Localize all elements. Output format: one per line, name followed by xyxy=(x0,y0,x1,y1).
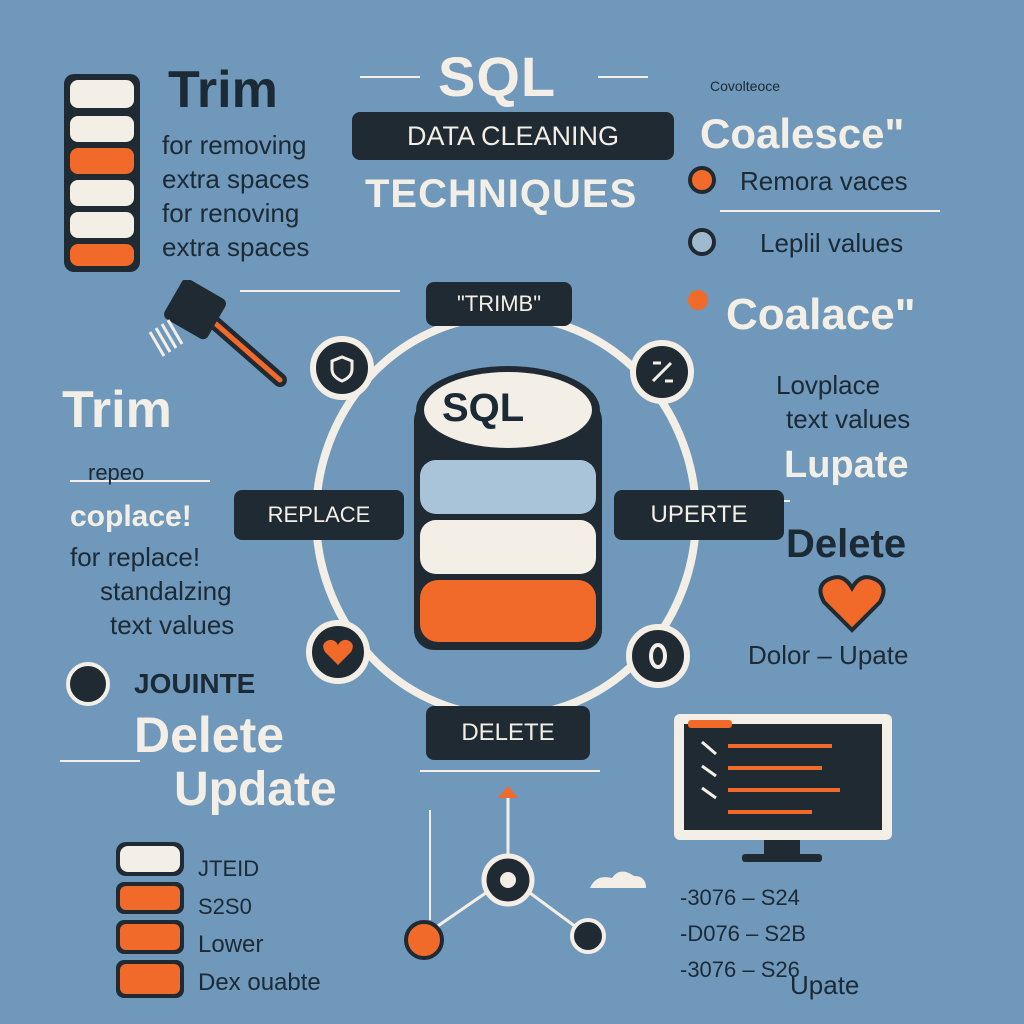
bottom-left-item: JTEID xyxy=(198,856,260,881)
bottom-left-item: Dex ouabte xyxy=(198,969,321,996)
title-line1: DATA CLEANING xyxy=(352,112,674,160)
coalace-heading: Coalace" xyxy=(726,290,916,339)
coplace-text: coplace! xyxy=(70,500,192,533)
heart-icon xyxy=(818,575,886,633)
coalesce-item: Leplil values xyxy=(760,228,904,258)
coalesce-item: Remora vaces xyxy=(740,166,908,196)
trim-desc-line: extra spaces xyxy=(162,164,310,194)
coalace-desc-line: text values xyxy=(786,404,911,434)
bullet-icon xyxy=(688,228,716,256)
replace-desc-line: standalzing xyxy=(100,576,232,606)
bottom-left-list: JTEID S2S0 Lower Dex ouabte xyxy=(198,850,321,1002)
bottom-left-item: Lower xyxy=(198,931,264,958)
sql-database-icon xyxy=(414,366,602,650)
ring-label-left: REPLACE xyxy=(234,490,404,540)
bottom-right-item: -D076 – S2B xyxy=(680,921,806,946)
monitor-icon xyxy=(674,714,892,862)
decor-dash xyxy=(60,760,140,762)
lupate-heading: Lupate xyxy=(784,444,909,486)
trim-heading: Trim xyxy=(168,61,278,119)
delete-heading: Delete xyxy=(134,707,285,763)
decor-dash xyxy=(598,76,648,78)
bullet-icon xyxy=(66,662,110,706)
title-sql: SQL xyxy=(438,45,557,108)
trim-desc-line: for renoving xyxy=(162,198,300,228)
bottom-right-item: -3076 – S26 xyxy=(680,957,800,982)
coalace-desc: Lovplace text values xyxy=(776,368,910,436)
decor-dash xyxy=(240,290,400,292)
bullet-icon xyxy=(688,290,708,310)
brush-icon xyxy=(148,280,287,387)
replace-desc: for replace! standalzing text values xyxy=(70,540,234,642)
title-line2: TECHNIQUES xyxy=(365,172,638,216)
network-icon xyxy=(404,786,646,960)
dolor-text: Dolor – Upate xyxy=(748,640,909,670)
zero-icon xyxy=(626,624,690,688)
shield-icon xyxy=(310,336,374,400)
coalace-desc-line: Lovplace xyxy=(776,370,881,400)
bottom-right-update: Upate xyxy=(790,970,860,1000)
repeo-text: repeo xyxy=(88,460,145,485)
ring-label-right: UPERTE xyxy=(614,490,784,540)
database-stack-icon xyxy=(116,842,184,998)
header-right-note: Covolteoce xyxy=(710,78,781,94)
ring-label-bottom: DELETE xyxy=(426,706,590,760)
decor-dash xyxy=(720,210,940,212)
bottom-left-item: S2S0 xyxy=(198,894,252,919)
bottom-right-list: -3076 – S24 -D076 – S2B -3076 – S26 xyxy=(680,880,806,988)
center-sql-label: SQL xyxy=(442,386,525,430)
bullet-icon xyxy=(688,166,716,194)
trim-desc-line: extra spaces xyxy=(162,232,310,262)
decor-dash xyxy=(420,770,600,772)
heart-icon xyxy=(306,620,370,684)
replace-desc-line: text values xyxy=(110,610,235,640)
update-heading: Update xyxy=(174,763,337,816)
database-stack-icon xyxy=(64,74,140,272)
ring-label-top: "TRIMB" xyxy=(426,282,572,326)
replace-desc-line: for replace! xyxy=(70,542,201,572)
trim-desc: for removing extra spaces for renoving e… xyxy=(162,128,309,264)
edit-icon xyxy=(630,340,694,404)
bottom-right-item: -3076 – S24 xyxy=(680,885,800,910)
jouinte-text: JOUINTE xyxy=(134,668,256,699)
decor-dash xyxy=(70,480,210,482)
delete-heading-right: Delete xyxy=(786,522,907,566)
trim-desc-line: for removing xyxy=(162,130,307,160)
trim-heading-2: Trim xyxy=(62,381,172,439)
decor-dash xyxy=(360,76,420,78)
coalesce-heading: Coalesce" xyxy=(700,110,905,157)
